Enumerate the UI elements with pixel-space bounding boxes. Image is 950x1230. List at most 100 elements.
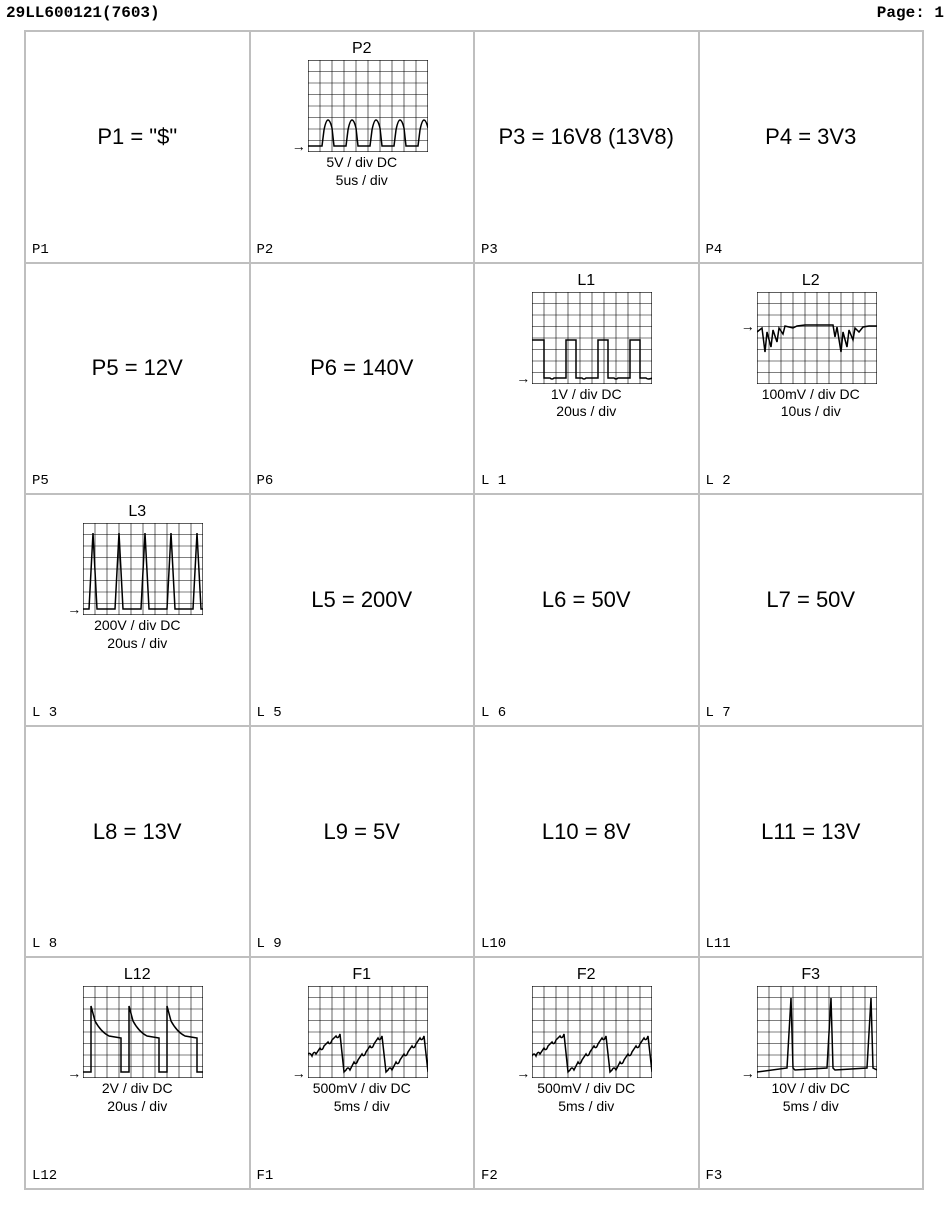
- ground-arrow-icon: →: [516, 371, 530, 385]
- cell-text-content: P5 = 12V: [92, 270, 183, 494]
- scope-svg: [83, 523, 203, 615]
- scope-title: F1: [352, 966, 371, 984]
- cell-label: L 8: [32, 936, 57, 952]
- scope-graph: →: [292, 986, 432, 1078]
- measurement-value: L8 = 13V: [93, 819, 182, 845]
- scope-svg: [532, 292, 652, 384]
- scope-caption: 500mV / div DC5ms / div: [537, 1080, 635, 1115]
- measurement-value: L11 = 13V: [761, 819, 860, 845]
- cell-label: L 2: [706, 473, 731, 489]
- cell-text-content: L7 = 50V: [766, 501, 855, 725]
- cell-label: L 3: [32, 705, 57, 721]
- cell-label: P4: [706, 242, 723, 258]
- cell-label: L 7: [706, 705, 731, 721]
- scope-caption: 100mV / div DC10us / div: [762, 386, 860, 421]
- cell-label: L 5: [257, 705, 282, 721]
- scope-block: F3 → 10V / div DC5ms / div: [741, 966, 881, 1115]
- scope-block: F1 → 500mV / div DC5ms / div: [292, 966, 432, 1115]
- cell-l1: L1 → 1V / div DC20us / div L 1: [474, 263, 699, 495]
- cell-label: P3: [481, 242, 498, 258]
- scope-graph: →: [67, 523, 207, 615]
- cell-f2: F2→ 500mV / div DC5ms / divF2: [474, 957, 699, 1189]
- cell-text-content: L8 = 13V: [93, 733, 182, 957]
- scope-title: L1: [577, 272, 595, 290]
- scope-caption: 5V / div DC5us / div: [326, 154, 397, 189]
- cell-l5: L5 = 200V L 5: [250, 494, 475, 726]
- measurement-value: L9 = 5V: [324, 819, 400, 845]
- cell-label: L 1: [481, 473, 506, 489]
- cell-label: F1: [257, 1168, 274, 1184]
- measurement-value: P6 = 140V: [310, 355, 413, 381]
- measurement-grid: P1 = "$"P1P2→ 5V / div DC5us / divP2P3 =…: [24, 30, 924, 1190]
- cell-label: P6: [257, 473, 274, 489]
- cell-text-content: P1 = "$": [97, 38, 177, 262]
- ground-arrow-icon: →: [741, 1066, 755, 1080]
- scope-title: F3: [801, 966, 820, 984]
- cell-text-content: P4 = 3V3: [765, 38, 856, 262]
- cell-text-content: L10 = 8V: [542, 733, 631, 957]
- doc-title: 29LL600121(7603): [6, 4, 160, 22]
- cell-label: L 9: [257, 936, 282, 952]
- scope-svg: [308, 986, 428, 1078]
- cell-label: L11: [706, 936, 731, 952]
- scope-caption: 500mV / div DC5ms / div: [313, 1080, 411, 1115]
- scope-block: L3 → 200V / div DC20us / div: [67, 503, 207, 652]
- scope-caption: 10V / div DC5ms / div: [771, 1080, 850, 1115]
- cell-text-content: P3 = 16V8 (13V8): [498, 38, 674, 262]
- cell-label: P5: [32, 473, 49, 489]
- cell-text-content: L9 = 5V: [324, 733, 400, 957]
- cell-label: L12: [32, 1168, 57, 1184]
- scope-graph: →: [741, 292, 881, 384]
- scope-svg: [757, 986, 877, 1078]
- scope-svg: [757, 292, 877, 384]
- scope-title: F2: [577, 966, 596, 984]
- cell-l11: L11 = 13V L11: [699, 726, 924, 958]
- scope-block: F2→ 500mV / div DC5ms / div: [516, 966, 656, 1115]
- cell-p6: P6 = 140V P6: [250, 263, 475, 495]
- cell-p3: P3 = 16V8 (13V8) P3: [474, 31, 699, 263]
- scope-block: L12→ 2V / div DC20us / div: [67, 966, 207, 1115]
- cell-l2: L2 → 100mV / div DC10us / div L 2: [699, 263, 924, 495]
- cell-l3: L3 → 200V / div DC20us / div L 3: [25, 494, 250, 726]
- ground-arrow-icon: →: [67, 602, 81, 616]
- measurement-value: L6 = 50V: [542, 587, 631, 613]
- cell-l10: L10 = 8V L10: [474, 726, 699, 958]
- scope-graph: →: [292, 60, 432, 152]
- ground-arrow-icon: →: [741, 319, 755, 333]
- scope-svg: [83, 986, 203, 1078]
- cell-text-content: L5 = 200V: [311, 501, 412, 725]
- cell-f1: F1 → 500mV / div DC5ms / div F1: [250, 957, 475, 1189]
- cell-l8: L8 = 13V L 8: [25, 726, 250, 958]
- cell-l7: L7 = 50V L 7: [699, 494, 924, 726]
- scope-caption: 200V / div DC20us / div: [94, 617, 180, 652]
- measurement-value: P3 = 16V8 (13V8): [498, 124, 674, 150]
- cell-label: F2: [481, 1168, 498, 1184]
- cell-label: F3: [706, 1168, 723, 1184]
- cell-text-content: P6 = 140V: [310, 270, 413, 494]
- scope-graph: →: [516, 292, 656, 384]
- cell-l6: L6 = 50V L 6: [474, 494, 699, 726]
- scope-title: L12: [124, 966, 151, 984]
- scope-block: L1 → 1V / div DC20us / div: [516, 272, 656, 421]
- measurement-value: L7 = 50V: [766, 587, 855, 613]
- cell-l9: L9 = 5V L 9: [250, 726, 475, 958]
- ground-arrow-icon: →: [292, 1066, 306, 1080]
- cell-p4: P4 = 3V3 P4: [699, 31, 924, 263]
- scope-title: L3: [128, 503, 146, 521]
- cell-text-content: L11 = 13V: [761, 733, 860, 957]
- ground-arrow-icon: →: [292, 139, 306, 153]
- cell-label: P1: [32, 242, 49, 258]
- cell-label: L10: [481, 936, 506, 952]
- scope-title: L2: [802, 272, 820, 290]
- cell-label: L 6: [481, 705, 506, 721]
- cell-label: P2: [257, 242, 274, 258]
- cell-l12: L12→ 2V / div DC20us / divL12: [25, 957, 250, 1189]
- scope-svg: [308, 60, 428, 152]
- page-number: Page: 1: [877, 4, 944, 22]
- cell-text-content: L6 = 50V: [542, 501, 631, 725]
- page-header: 29LL600121(7603) Page: 1: [0, 0, 950, 30]
- measurement-value: P1 = "$": [97, 124, 177, 150]
- scope-caption: 1V / div DC20us / div: [551, 386, 622, 421]
- scope-svg: [532, 986, 652, 1078]
- cell-p2: P2→ 5V / div DC5us / divP2: [250, 31, 475, 263]
